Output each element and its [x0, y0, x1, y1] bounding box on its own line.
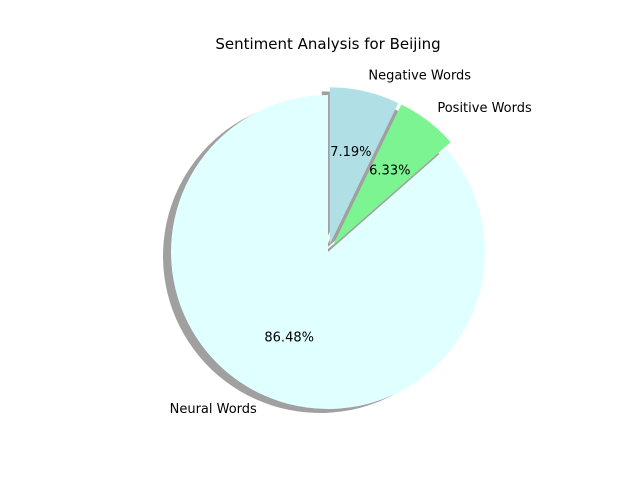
- slice-label-positive-words: Positive Words: [437, 101, 532, 116]
- slice-pct-negative-words: 7.19%: [330, 145, 371, 160]
- slices: [171, 87, 486, 410]
- slice-negative-words: [329, 87, 399, 245]
- slice-label-neural-words: Neural Words: [170, 402, 257, 417]
- slice-pct-neural-words: 86.48%: [264, 330, 314, 345]
- slice-labels: Neural Words 86.48% Positive Words 6.33% Neg…: [170, 69, 532, 417]
- slice-label-negative-words: Negative Words: [368, 69, 471, 84]
- slice-pct-positive-words: 6.33%: [369, 163, 410, 178]
- chart-title: Sentiment Analysis for Beijing: [215, 35, 440, 53]
- slice-neural-words: [171, 95, 486, 410]
- slice-positive-words: [332, 104, 451, 246]
